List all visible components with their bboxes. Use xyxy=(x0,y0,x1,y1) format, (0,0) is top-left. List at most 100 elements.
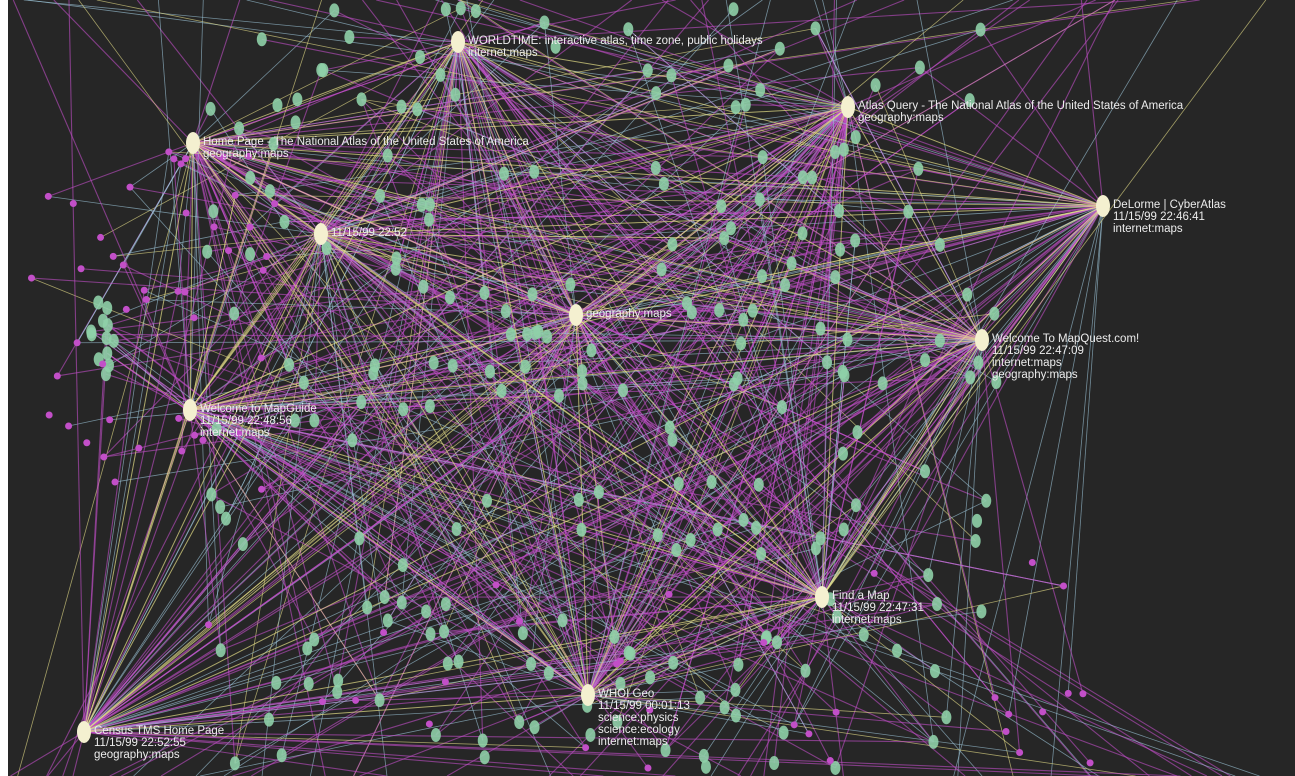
leaf-node xyxy=(333,673,344,688)
edge xyxy=(313,420,589,696)
edge xyxy=(83,0,710,733)
leaf-node xyxy=(929,664,940,679)
edge xyxy=(251,339,983,776)
leaf-node xyxy=(484,364,495,379)
hub-edge xyxy=(192,142,589,696)
leaf-node xyxy=(303,676,314,691)
node-label: geography:maps xyxy=(586,308,672,320)
leaf-node xyxy=(586,343,597,358)
edge xyxy=(189,409,795,726)
leaf-node xyxy=(740,97,751,112)
leaf-node xyxy=(496,383,507,398)
leaf-node xyxy=(903,204,914,219)
node-label: Welcome To MapQuest.com! xyxy=(992,333,1139,345)
leaf-node xyxy=(368,366,379,381)
leaf-dot xyxy=(28,274,36,282)
edge xyxy=(362,0,823,598)
leaf-node xyxy=(830,270,841,285)
hub-edge xyxy=(192,142,577,316)
leaf-dot xyxy=(225,247,233,255)
leaf-node xyxy=(428,355,439,370)
edge xyxy=(320,233,848,340)
leaf-node xyxy=(444,290,455,305)
edge xyxy=(268,0,459,43)
leaf-node xyxy=(838,522,849,537)
leaf-node xyxy=(989,306,1000,321)
edge xyxy=(627,29,823,598)
edge xyxy=(83,731,586,749)
hub-edge xyxy=(320,233,823,598)
edge xyxy=(189,409,1178,776)
edge xyxy=(575,168,919,316)
edge xyxy=(815,28,983,341)
leaf-dot xyxy=(1079,690,1087,698)
leaf-node xyxy=(522,327,533,342)
leaf-node xyxy=(425,627,436,642)
hub-edge xyxy=(189,409,823,598)
leaf-node xyxy=(800,663,811,678)
edge xyxy=(320,233,966,776)
leaf-dot xyxy=(271,200,279,208)
edge xyxy=(815,28,849,108)
edge xyxy=(323,41,459,71)
edge xyxy=(189,409,736,691)
edge xyxy=(457,41,671,428)
edge xyxy=(379,195,589,696)
edge xyxy=(83,258,397,733)
leaf-node xyxy=(852,425,863,440)
hub-node xyxy=(183,399,197,421)
leaf-node xyxy=(290,115,301,130)
edge xyxy=(575,314,806,672)
node-label: 11/15/99 22:47:09 xyxy=(992,345,1084,357)
leaf-node xyxy=(202,244,213,259)
leaf-node xyxy=(706,475,717,490)
edge xyxy=(519,0,1104,207)
edge xyxy=(109,339,983,776)
edge xyxy=(189,171,535,411)
edge xyxy=(83,731,1181,776)
leaf-node xyxy=(769,756,780,771)
leaf-node xyxy=(850,233,861,248)
hub-edge xyxy=(587,106,849,696)
leaf-node xyxy=(470,4,481,19)
edge xyxy=(957,339,983,776)
leaf-dot xyxy=(1028,559,1036,567)
edge xyxy=(83,69,322,733)
hub-edge xyxy=(320,233,983,341)
leaf-dot xyxy=(515,617,523,625)
edge xyxy=(478,0,1104,207)
edge xyxy=(83,527,757,733)
leaf-node xyxy=(834,204,845,219)
hub-edge xyxy=(83,205,1104,733)
edge xyxy=(445,9,589,696)
edge xyxy=(440,74,577,316)
edge xyxy=(192,142,209,625)
edge xyxy=(821,375,846,598)
leaf-node xyxy=(430,727,441,742)
edge xyxy=(261,38,1104,207)
leaf-node xyxy=(964,93,975,108)
edge xyxy=(320,227,731,235)
leaf-node xyxy=(774,41,785,56)
leaf-node xyxy=(424,399,435,414)
edge xyxy=(320,195,381,235)
hub-edge xyxy=(83,694,589,733)
leaf-node xyxy=(289,413,300,428)
edge xyxy=(90,331,589,696)
leaf-node xyxy=(215,500,226,515)
leaf-dot xyxy=(425,720,433,728)
edge xyxy=(77,339,983,344)
leaf-node xyxy=(229,756,240,771)
leaf-node xyxy=(666,68,677,83)
edge xyxy=(1050,205,1104,776)
leaf-node xyxy=(695,690,706,705)
leaf-node xyxy=(396,99,407,114)
edge xyxy=(587,284,786,696)
leaf-dot xyxy=(244,152,252,160)
edge xyxy=(587,492,600,696)
edge xyxy=(192,142,381,701)
leaf-dot xyxy=(142,296,150,304)
edge xyxy=(821,359,926,598)
hub-node xyxy=(581,684,595,706)
edge xyxy=(503,173,577,316)
